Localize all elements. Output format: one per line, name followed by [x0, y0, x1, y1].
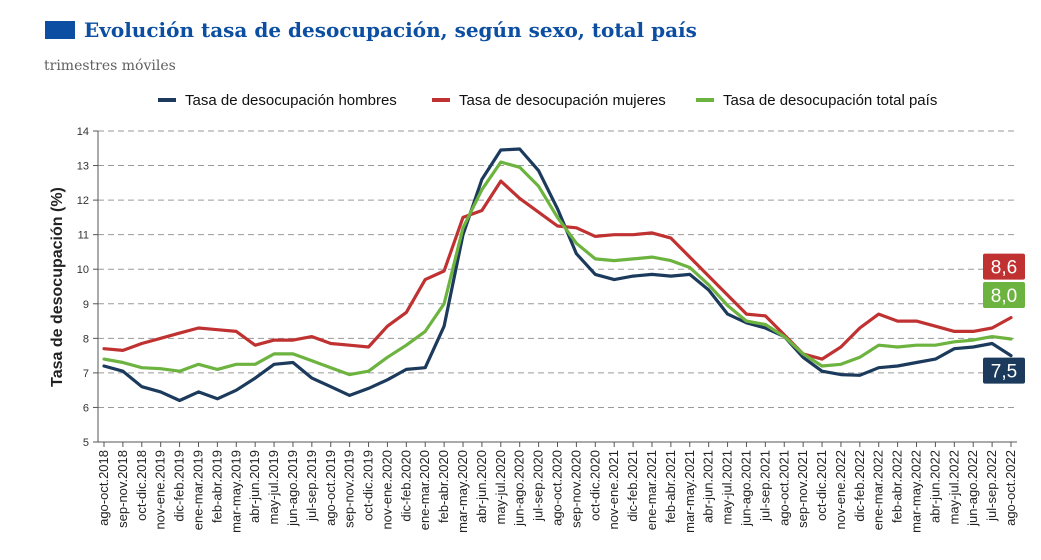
x-tick-label: may-jul.2021 [720, 450, 735, 524]
x-tick-label: dic-feb.2019 [172, 450, 187, 522]
x-tick-label: dic-feb.2020 [398, 450, 413, 522]
x-tick-label: nov-ene.2019 [153, 450, 168, 530]
series-line-3 [102, 160, 1013, 377]
x-tick-label: abr-jun.2021 [701, 450, 716, 523]
x-tick-label: ago-oct.2021 [776, 450, 791, 526]
x-tick-label: mar-may.2021 [682, 450, 697, 533]
y-tick-label: 13 [77, 161, 89, 173]
series-lines [102, 147, 1013, 403]
x-axis: ago-oct.2018 sep-nov.2018 oct-dic.2018 nov-… [96, 441, 1018, 533]
x-tick-label: ago-oct.2018 [96, 450, 111, 526]
end-label-badge [983, 282, 1025, 309]
x-tick-label: may-jul.2020 [493, 450, 508, 524]
x-tick-label: nov-ene.2021 [606, 450, 621, 530]
x-tick-label: mar-may.2019 [228, 450, 243, 533]
x-tick-label: ene-mar.2021 [644, 450, 659, 530]
x-tick-label: ago-oct.2020 [550, 450, 565, 526]
end-label-text: 8,0 [991, 286, 1017, 307]
x-tick-label: dic-feb.2021 [625, 450, 640, 522]
end-label-text: 7,5 [991, 362, 1017, 383]
legend-label: Tasa de desocupación total país [723, 92, 937, 109]
title-marker [45, 21, 75, 39]
legend-label: Tasa de desocupación hombres [185, 92, 397, 109]
x-tick-label: nov-ene.2020 [379, 450, 394, 530]
x-tick-label: oct-dic.2020 [587, 450, 602, 521]
x-tick-label: jun-ago.2020 [512, 450, 527, 527]
end-labels: 7,5 8,6 8,0 [983, 253, 1025, 384]
x-tick-label: ago-oct.2022 [1003, 450, 1018, 526]
x-tick-label: sep-nov.2020 [568, 450, 583, 528]
legend-label: Tasa de desocupación mujeres [459, 92, 666, 109]
x-tick-label: may-jul.2022 [946, 450, 961, 524]
y-tick-label: 11 [78, 230, 89, 242]
x-tick-label: jun-ago.2022 [965, 450, 980, 527]
x-tick-label: feb-abr.2020 [436, 450, 451, 523]
chart-subtitle: trimestres móviles [44, 58, 176, 74]
x-tick-label: abr-jun.2022 [927, 450, 942, 523]
x-tick-label: jul-sep.2021 [757, 450, 772, 522]
x-tick-label: nov-ene.2022 [833, 450, 848, 530]
chart-title: Evolución tasa de desocupación, según se… [84, 18, 697, 42]
end-label-badge [983, 357, 1025, 384]
series-line-2 [102, 179, 1013, 361]
y-tick-label: 9 [83, 299, 89, 311]
title-block: Evolución tasa de desocupación, según se… [45, 18, 697, 42]
y-tick-label: 14 [77, 126, 89, 138]
x-tick-label: ene-mar.2022 [871, 450, 886, 530]
y-tick-label: 5 [83, 437, 89, 449]
x-tick-label: mar-may.2020 [455, 450, 470, 533]
y-tick-label: 7 [83, 368, 89, 380]
x-tick-label: jul-sep.2022 [984, 450, 999, 522]
x-tick-label: sep-nov.2021 [795, 450, 810, 528]
grid-lines [98, 130, 1017, 408]
y-tick-label: 10 [77, 264, 89, 276]
end-label-badge [983, 253, 1025, 280]
x-tick-label: oct-dic.2021 [814, 450, 829, 521]
x-tick-label: abr-jun.2019 [247, 450, 262, 523]
x-tick-label: abr-jun.2020 [474, 450, 489, 523]
x-tick-label: sep-nov.2018 [115, 450, 130, 528]
x-tick-label: jun-ago.2019 [285, 450, 300, 527]
x-tick-label: ene-mar.2019 [190, 450, 205, 530]
y-axis: 5 6 7 8 9 10 11 12 13 14 [77, 126, 99, 449]
y-tick-label: 12 [77, 195, 89, 207]
legend: Tasa de desocupación hombres Tasa de deso… [158, 92, 937, 109]
x-tick-label: feb-abr.2021 [663, 450, 678, 523]
series-line-1 [102, 147, 1013, 403]
x-tick-label: jun-ago.2021 [738, 450, 753, 527]
x-tick-label: oct-dic.2018 [134, 450, 149, 521]
x-tick-label: jul-sep.2020 [531, 450, 546, 522]
y-tick-label: 6 [83, 402, 89, 414]
x-tick-label: may-jul.2019 [266, 450, 281, 524]
x-tick-label: ago-oct.2019 [323, 450, 338, 526]
x-tick-label: dic-feb.2022 [852, 450, 867, 522]
x-tick-label: ene-mar.2020 [417, 450, 432, 530]
x-tick-label: mar-may.2022 [909, 450, 924, 533]
x-tick-label: feb-abr.2019 [209, 450, 224, 523]
y-tick-label: 8 [83, 333, 89, 345]
x-tick-label: sep-nov.2019 [342, 450, 357, 528]
x-tick-label: oct-dic.2019 [361, 450, 376, 521]
x-tick-label: jul-sep.2019 [304, 450, 319, 522]
end-label-text: 8,6 [991, 258, 1017, 279]
y-axis-label: Tasa de desocupación (%) [49, 187, 66, 387]
x-tick-label: feb-abr.2022 [890, 450, 905, 523]
